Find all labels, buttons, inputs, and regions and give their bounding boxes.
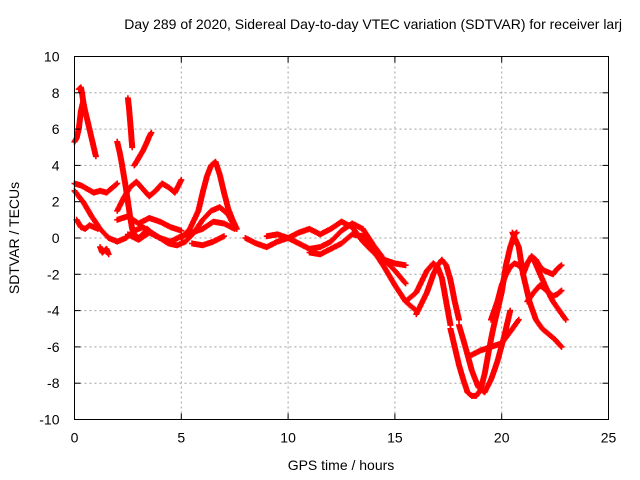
data-series-arc16: [263, 218, 345, 241]
data-series-arc18: [338, 218, 409, 269]
data-series-arc6: [97, 244, 112, 258]
data-series-arc8: [124, 95, 136, 151]
x-tick-label: 0: [71, 430, 79, 446]
data-series-arc5: [73, 216, 101, 232]
x-tick-label: 20: [494, 430, 510, 446]
data-series-arc20: [413, 256, 462, 323]
data-series-arc2: [75, 84, 89, 118]
data-series-arc10: [114, 176, 185, 214]
data-series-arc28: [530, 256, 569, 323]
y-tick-label: -10: [39, 412, 59, 428]
data-marks: [71, 84, 569, 399]
x-tick-label: 15: [387, 430, 403, 446]
y-tick-label: -2: [47, 266, 60, 282]
chart-title: Day 289 of 2020, Sidereal Day-to-day VTE…: [124, 16, 622, 32]
y-tick-label: 0: [52, 230, 60, 246]
axis-ticks: [74, 56, 609, 420]
y-tick-label: 2: [52, 194, 60, 210]
data-series-arc11: [114, 213, 185, 234]
data-series-arc14: [189, 233, 227, 249]
y-tick-label: 4: [52, 157, 60, 173]
y-tick-label: 6: [52, 121, 60, 137]
data-series-arc23: [466, 316, 522, 359]
y-tick-label: 10: [44, 49, 60, 65]
y-axis-tick-labels: -10 -8 -6 -4 -2 0 2 4 6 8 10: [39, 49, 59, 428]
x-tick-label: 5: [177, 430, 185, 446]
y-axis-label: SDTVAR / TECUs: [6, 182, 22, 294]
y-tick-label: 8: [52, 85, 60, 101]
y-tick-label: -8: [47, 375, 60, 391]
data-series-arc9: [131, 129, 155, 169]
y-tick-label: -4: [47, 303, 60, 319]
data-series-arc13: [178, 158, 240, 241]
y-tick-label: -6: [47, 339, 60, 355]
data-series-arc7: [114, 138, 155, 241]
x-axis-label: GPS time / hours: [288, 457, 395, 473]
x-axis-tick-labels: 0 5 10 15 20 25: [71, 430, 617, 446]
x-tick-label: 10: [280, 430, 296, 446]
data-series-arc19: [402, 260, 454, 329]
x-tick-label: 25: [601, 430, 617, 446]
